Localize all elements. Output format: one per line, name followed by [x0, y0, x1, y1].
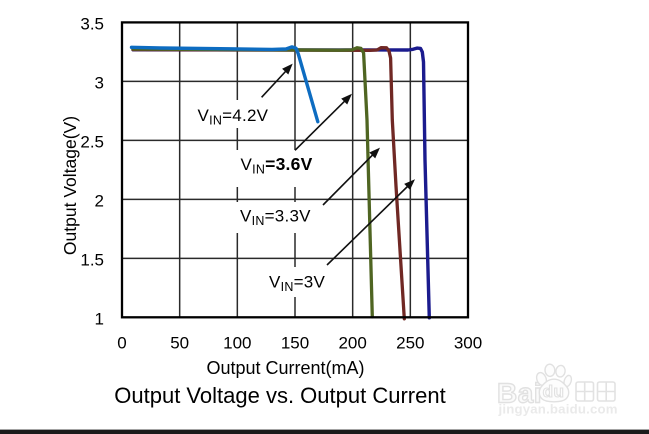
svg-text:Bai: Bai: [497, 378, 542, 409]
svg-text:Output Current(mA): Output Current(mA): [206, 358, 364, 378]
svg-text:VIN=3.6V: VIN=3.6V: [241, 154, 313, 177]
svg-text:VIN=3.3V: VIN=3.3V: [240, 207, 311, 229]
svg-text:VIN=4.2V: VIN=4.2V: [198, 106, 269, 128]
svg-text:200: 200: [338, 334, 366, 353]
svg-text:du: du: [543, 382, 565, 401]
svg-text:jingyan.baidu.com: jingyan.baidu.com: [498, 402, 618, 417]
svg-text:1: 1: [95, 309, 104, 328]
svg-text:150: 150: [281, 334, 309, 353]
svg-text:1.5: 1.5: [80, 250, 104, 269]
svg-text:2: 2: [95, 191, 104, 210]
svg-text:0: 0: [117, 334, 126, 353]
svg-text:Output Voltage(V): Output Voltage(V): [60, 116, 80, 255]
svg-text:3.5: 3.5: [80, 15, 104, 34]
svg-text:VIN=3V: VIN=3V: [269, 273, 325, 295]
svg-text:100: 100: [223, 334, 251, 353]
svg-text:3: 3: [95, 74, 104, 93]
svg-text:50: 50: [170, 334, 189, 353]
svg-text:250: 250: [396, 334, 424, 353]
svg-text:300: 300: [454, 334, 482, 353]
svg-text:Output Voltage vs. Output Curr: Output Voltage vs. Output Current: [114, 383, 445, 408]
svg-text:2.5: 2.5: [80, 133, 104, 152]
